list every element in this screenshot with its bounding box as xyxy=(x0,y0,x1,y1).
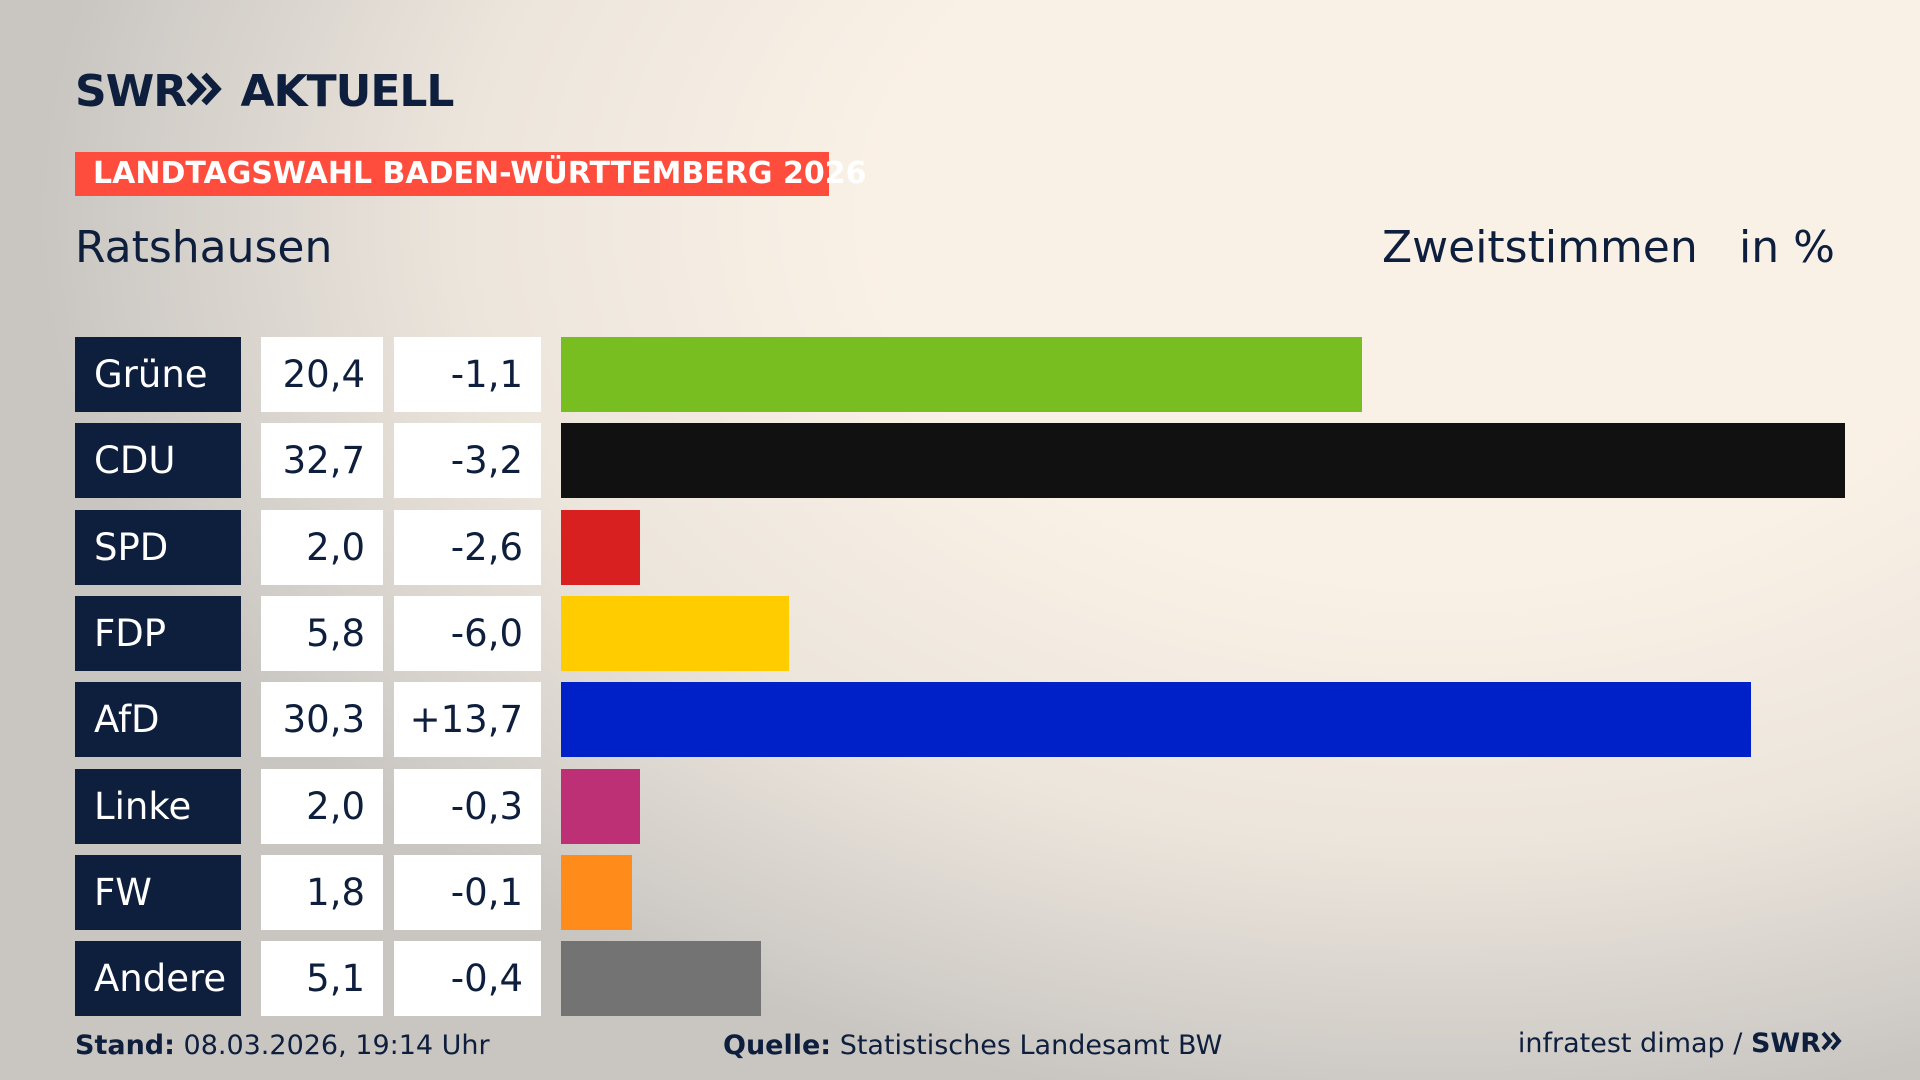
party-label: Andere xyxy=(75,941,241,1017)
value-label: 1,8 xyxy=(261,854,383,930)
bar xyxy=(561,595,789,671)
party-label: CDU xyxy=(75,423,241,499)
value-label: 32,7 xyxy=(261,423,383,499)
measure: Zweitstimmen xyxy=(1382,222,1698,273)
stand-label: Stand: xyxy=(75,1030,175,1061)
credit-brand: SWR xyxy=(1750,1028,1821,1059)
change-label: -2,6 xyxy=(394,509,541,585)
bar xyxy=(561,509,640,585)
credit: infratest dimap / SWR xyxy=(1518,1028,1845,1059)
bar xyxy=(561,423,1845,499)
change-label: -3,2 xyxy=(394,423,541,499)
source-label: Quelle: xyxy=(723,1030,832,1061)
change-label: -0,3 xyxy=(394,768,541,844)
value-label: 30,3 xyxy=(261,682,383,758)
bar xyxy=(561,941,762,1017)
party-label: Grüne xyxy=(75,337,241,412)
chevrons xyxy=(186,72,222,106)
bar xyxy=(561,682,1751,758)
change-label: -6,0 xyxy=(394,595,541,671)
brand-section: AKTUELL xyxy=(240,66,454,117)
credit-text: infratest dimap / xyxy=(1517,1028,1743,1059)
chart-title: Ratshausen xyxy=(75,222,333,273)
source: Quelle: Statistisches Landesamt BW xyxy=(723,1030,1222,1061)
value-label: 2,0 xyxy=(261,768,383,844)
value-label: 5,8 xyxy=(261,595,383,671)
bar xyxy=(561,854,632,930)
value-label: 5,1 xyxy=(261,941,383,1017)
party-label: FDP xyxy=(75,595,241,671)
brand-logo: SWR AKTUELL xyxy=(75,66,454,117)
source-value: Statistisches Landesamt BW xyxy=(839,1030,1223,1061)
party-label: Linke xyxy=(75,768,241,844)
bar xyxy=(561,768,640,844)
stand: Stand: 08.03.2026, 19:14 Uhr xyxy=(75,1030,490,1061)
party-label: FW xyxy=(75,854,241,930)
bar xyxy=(561,337,1363,412)
value-label: 20,4 xyxy=(261,337,383,412)
value-label: 2,0 xyxy=(261,509,383,585)
party-label: SPD xyxy=(75,509,241,585)
unit: in % xyxy=(1739,222,1835,273)
brand: SWR xyxy=(75,66,187,117)
change-label: -0,1 xyxy=(394,854,541,930)
change-label: +13,7 xyxy=(394,682,541,758)
party-label: AfD xyxy=(75,682,241,758)
banner: LANDTAGSWAHL BADEN-WÜRTTEMBERG 2026 xyxy=(75,152,866,196)
change-label: -1,1 xyxy=(394,337,541,412)
change-label: -0,4 xyxy=(394,941,541,1017)
stand-value: 08.03.2026, 19:14 Uhr xyxy=(183,1030,490,1061)
chevrons xyxy=(1821,1031,1842,1051)
